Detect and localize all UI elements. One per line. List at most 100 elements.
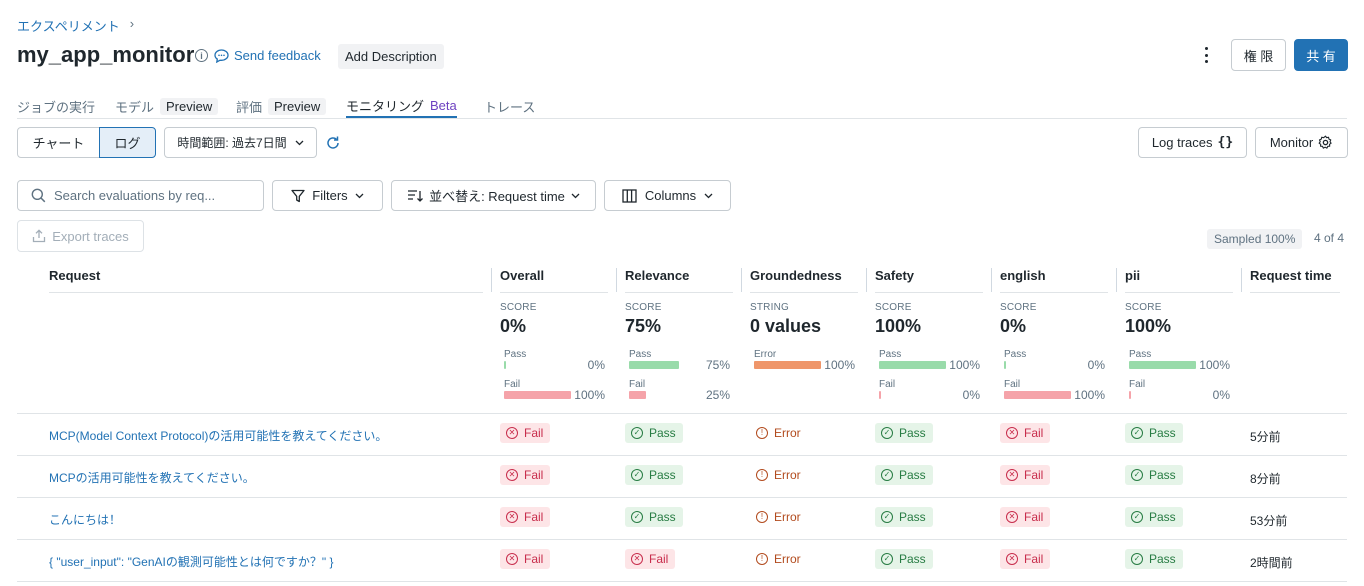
filters-button[interactable]: Filters xyxy=(272,180,383,211)
column-header-safety[interactable]: Safety xyxy=(875,268,983,293)
english-pass-bar xyxy=(1004,361,1006,369)
request-link[interactable]: こんにちは！ xyxy=(49,513,122,527)
add-description-button[interactable]: Add Description xyxy=(338,44,444,69)
search-input[interactable]: Search evaluations by req... xyxy=(17,180,264,211)
x-circle-icon: ✕ xyxy=(506,511,518,523)
table-divider xyxy=(17,413,1347,414)
breadcrumb: エクスペリメント › xyxy=(17,16,134,35)
request-link[interactable]: { "user_input": "GenAIの観測可能性とは何ですか？" } xyxy=(49,555,334,569)
breadcrumb-experiments[interactable]: エクスペリメント xyxy=(17,19,120,34)
safety-fail-bar xyxy=(879,391,881,399)
pii-pass-badge: ✓ Pass xyxy=(1125,507,1183,527)
table-divider xyxy=(17,455,1347,456)
column-header-pii[interactable]: pii xyxy=(1125,268,1233,293)
relevance-pass-label: Pass xyxy=(629,349,652,360)
relevance-summary-type: SCORE xyxy=(625,302,662,313)
monitor-button[interactable]: Monitor xyxy=(1255,127,1348,158)
kebab-menu-icon[interactable] xyxy=(1198,46,1214,64)
preview-badge: Preview xyxy=(268,97,327,115)
chevron-down-icon xyxy=(295,140,304,145)
permissions-button[interactable]: 権 限 xyxy=(1231,39,1286,71)
safety-pass-badge: ✓ Pass xyxy=(875,549,933,569)
column-header-english[interactable]: english xyxy=(1000,268,1108,293)
tab-monitoring[interactable]: モニタリング Beta xyxy=(346,94,457,118)
column-header-request[interactable]: Request xyxy=(49,268,483,293)
log-traces-button[interactable]: Log traces {} xyxy=(1138,127,1247,158)
check-circle-icon: ✓ xyxy=(631,511,643,523)
overall-fail-bar xyxy=(504,391,571,399)
alert-circle-icon: ! xyxy=(756,511,768,523)
check-circle-icon: ✓ xyxy=(881,511,893,523)
tab-evaluation[interactable]: 評価 Preview xyxy=(236,94,327,118)
export-traces-button[interactable]: Export traces xyxy=(17,220,144,252)
english-summary-type: SCORE xyxy=(1000,302,1037,313)
overall-pass-pct: 0% xyxy=(587,358,605,372)
table-divider xyxy=(17,497,1347,498)
x-circle-icon: ✕ xyxy=(1006,469,1018,481)
search-placeholder: Search evaluations by req... xyxy=(54,188,216,203)
send-feedback-link[interactable]: Send feedback xyxy=(214,48,321,63)
groundedness-error-badge: ! Error xyxy=(750,507,808,527)
overall-fail-pct: 100% xyxy=(574,388,605,402)
x-circle-icon: ✕ xyxy=(1006,553,1018,565)
english-fail-label: Fail xyxy=(1004,379,1021,390)
tab-job-runs[interactable]: ジョブの実行 xyxy=(17,99,96,115)
english-status-label: Fail xyxy=(1024,510,1044,524)
column-header-request-time[interactable]: Request time xyxy=(1250,268,1340,293)
english-fail-bar xyxy=(1004,391,1071,399)
request-time: 5分前 xyxy=(1250,430,1281,444)
overall-fail-badge: ✕ Fail xyxy=(500,465,551,485)
share-button[interactable]: 共 有 xyxy=(1294,39,1348,71)
safety-status-label: Pass xyxy=(899,552,926,566)
check-circle-icon: ✓ xyxy=(881,553,893,565)
preview-badge: Preview xyxy=(160,97,219,115)
english-fail-badge: ✕ Fail xyxy=(1000,423,1051,443)
groundedness-summary-value: 0 values xyxy=(750,316,822,336)
relevance-status-label: Fail xyxy=(649,552,669,566)
safety-pass-badge: ✓ Pass xyxy=(875,465,933,485)
chart-view-button[interactable]: チャート xyxy=(17,127,100,158)
gear-icon xyxy=(1318,135,1332,149)
tab-models[interactable]: モデル Preview xyxy=(115,94,219,118)
safety-summary-value: 100% xyxy=(875,316,922,336)
braces-icon: {} xyxy=(1217,135,1234,150)
alert-circle-icon: ! xyxy=(756,469,768,481)
table-divider xyxy=(17,539,1347,540)
check-circle-icon: ✓ xyxy=(1131,427,1143,439)
upload-icon xyxy=(33,229,46,243)
chevron-right-icon: › xyxy=(129,16,135,31)
pii-pass-badge: ✓ Pass xyxy=(1125,423,1183,443)
log-view-button[interactable]: ログ xyxy=(99,127,156,158)
tab-traces[interactable]: トレース xyxy=(484,99,536,115)
groundedness-status-label: Error xyxy=(774,426,801,440)
relevance-status-label: Pass xyxy=(649,510,676,524)
chevron-down-icon xyxy=(571,193,580,198)
columns-button[interactable]: Columns xyxy=(604,180,731,211)
pii-status-label: Pass xyxy=(1149,510,1176,524)
overall-status-label: Fail xyxy=(524,426,544,440)
relevance-fail-bar xyxy=(629,391,646,399)
check-circle-icon: ✓ xyxy=(1131,553,1143,565)
overall-status-label: Fail xyxy=(524,510,544,524)
time-range-select[interactable]: 時間範囲: 過去7日間 xyxy=(164,127,317,158)
english-fail-pct: 100% xyxy=(1074,388,1105,402)
sort-button[interactable]: 並べ替え: Request time xyxy=(391,180,596,211)
x-circle-icon: ✕ xyxy=(631,553,643,565)
x-circle-icon: ✕ xyxy=(1006,511,1018,523)
english-summary-value: 0% xyxy=(1000,316,1027,336)
pii-pass-badge: ✓ Pass xyxy=(1125,549,1183,569)
relevance-pass-bar xyxy=(629,361,679,369)
groundedness-status-label: Error xyxy=(774,552,801,566)
request-link[interactable]: MCPの活用可能性を教えてください。 xyxy=(49,471,255,485)
column-header-overall[interactable]: Overall xyxy=(500,268,608,293)
relevance-status-label: Pass xyxy=(649,426,676,440)
groundedness-error-pct: 100% xyxy=(824,358,855,372)
column-header-groundedness[interactable]: Groundedness xyxy=(750,268,858,293)
refresh-icon[interactable] xyxy=(325,135,341,151)
column-header-relevance[interactable]: Relevance xyxy=(625,268,733,293)
pii-pass-pct: 100% xyxy=(1199,358,1230,372)
info-icon[interactable]: i xyxy=(195,49,208,62)
overall-fail-label: Fail xyxy=(504,379,521,390)
request-link[interactable]: MCP(Model Context Protocol)の活用可能性を教えてくださ… xyxy=(49,429,388,443)
english-fail-badge: ✕ Fail xyxy=(1000,507,1051,527)
